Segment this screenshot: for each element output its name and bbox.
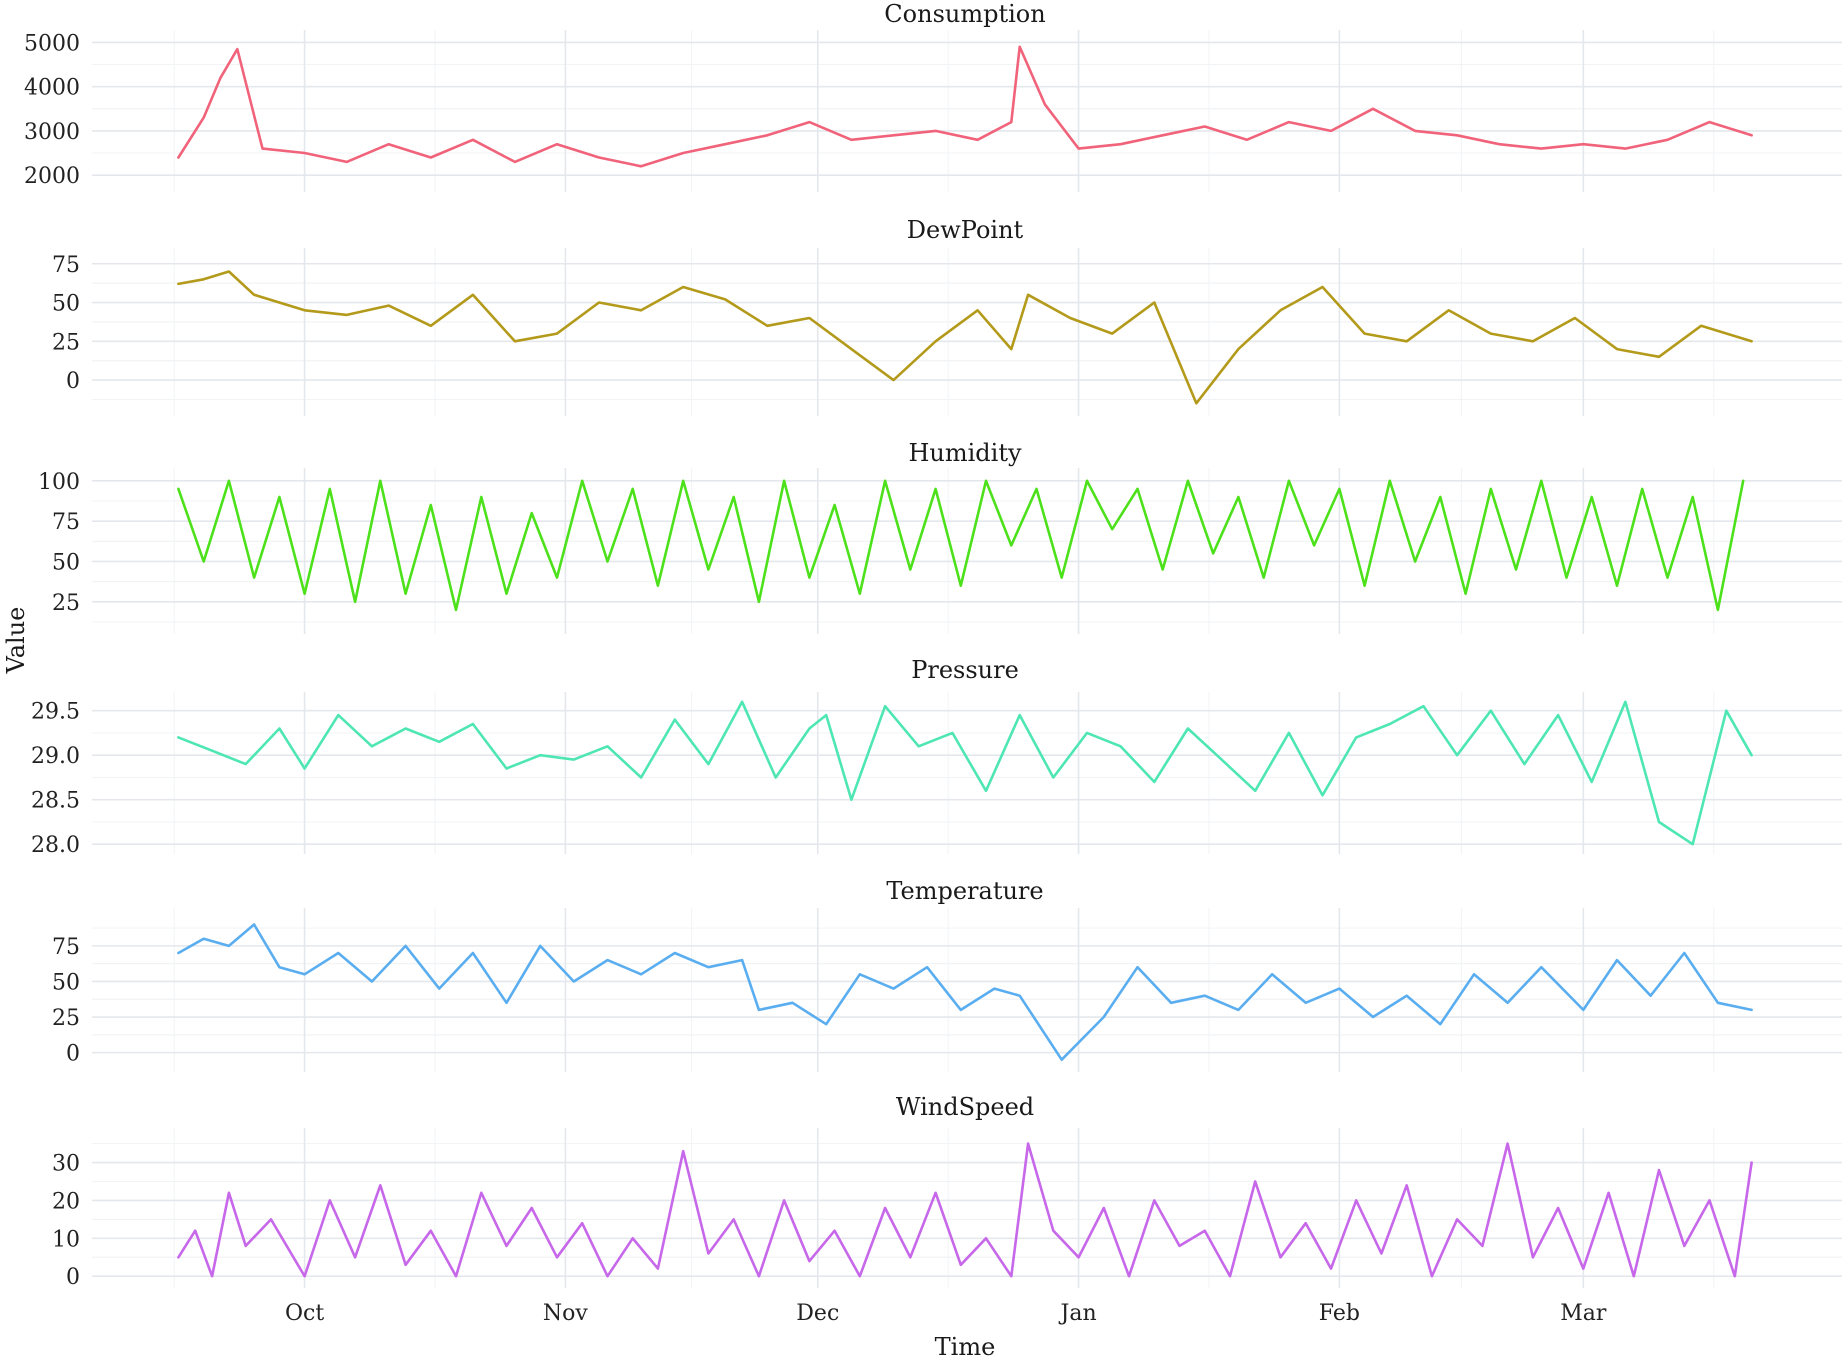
y-tick-label: 5000: [24, 31, 80, 56]
panel-pressure: Pressure 28.0 28.5 29.0 29.5: [31, 656, 1842, 858]
series-line-consumption: [177, 45, 1753, 168]
y-tick-label: 50: [52, 292, 80, 317]
y-tick-label: 25: [52, 1006, 80, 1031]
y-tick-label: 50: [52, 550, 80, 575]
y-tick-label: 75: [52, 510, 80, 535]
panel-windspeed: WindSpeed 0 10 20 30: [52, 1093, 1842, 1290]
y-tick-label: 10: [52, 1227, 80, 1252]
series-line-windspeed: [177, 1142, 1753, 1278]
panel-title: Consumption: [884, 0, 1045, 28]
y-tick-label: 25: [52, 330, 80, 355]
panel-consumption: Consumption 2000 3000 4000 5000: [24, 0, 1842, 192]
y-tick-label: 75: [52, 253, 80, 278]
y-tick-label: 100: [38, 470, 80, 495]
x-tick-label: Oct: [285, 1301, 324, 1326]
y-tick-label: 0: [66, 1042, 80, 1067]
y-axis-title: Value: [2, 607, 30, 675]
panel-dewpoint: DewPoint 0 25 50 75: [52, 216, 1842, 416]
y-tick-label: 4000: [24, 76, 80, 101]
x-tick-label: Mar: [1560, 1301, 1607, 1326]
series-line-humidity: [177, 479, 1745, 612]
series-line-temperature: [177, 923, 1753, 1061]
panel-title: Humidity: [908, 439, 1022, 467]
y-tick-label: 29.5: [31, 700, 80, 725]
panel-title: Temperature: [886, 877, 1043, 905]
y-tick-label: 28.0: [31, 833, 80, 858]
y-tick-label: 20: [52, 1189, 80, 1214]
y-tick-label: 0: [66, 369, 80, 394]
x-axis: Oct Nov Dec Jan Feb Mar: [285, 1301, 1607, 1326]
panel-title: DewPoint: [907, 216, 1024, 244]
x-tick-label: Jan: [1059, 1301, 1097, 1326]
series-line-dewpoint: [177, 270, 1753, 405]
y-tick-label: 25: [52, 591, 80, 616]
x-tick-label: Feb: [1319, 1301, 1360, 1326]
panel-title: WindSpeed: [896, 1093, 1034, 1121]
panel-humidity: Humidity 25 50 75 100: [38, 439, 1842, 634]
y-tick-label: 29.0: [31, 744, 80, 769]
y-tick-label: 75: [52, 935, 80, 960]
facet-panels: Consumption2000300040005000DewPoint02550…: [24, 0, 1842, 1290]
y-tick-label: 30: [52, 1152, 80, 1177]
x-tick-label: Nov: [543, 1301, 588, 1326]
y-tick-label: 2000: [24, 164, 80, 189]
panel-title: Pressure: [911, 656, 1019, 684]
y-tick-label: 0: [66, 1265, 80, 1290]
y-tick-label: 3000: [24, 120, 80, 145]
panel-temperature: Temperature 0 25 50 75: [52, 877, 1842, 1072]
x-tick-label: Dec: [796, 1301, 839, 1326]
series-line-pressure: [177, 700, 1753, 846]
y-tick-label: 28.5: [31, 789, 80, 814]
x-axis-title: Time: [935, 1333, 996, 1361]
y-tick-label: 50: [52, 970, 80, 995]
